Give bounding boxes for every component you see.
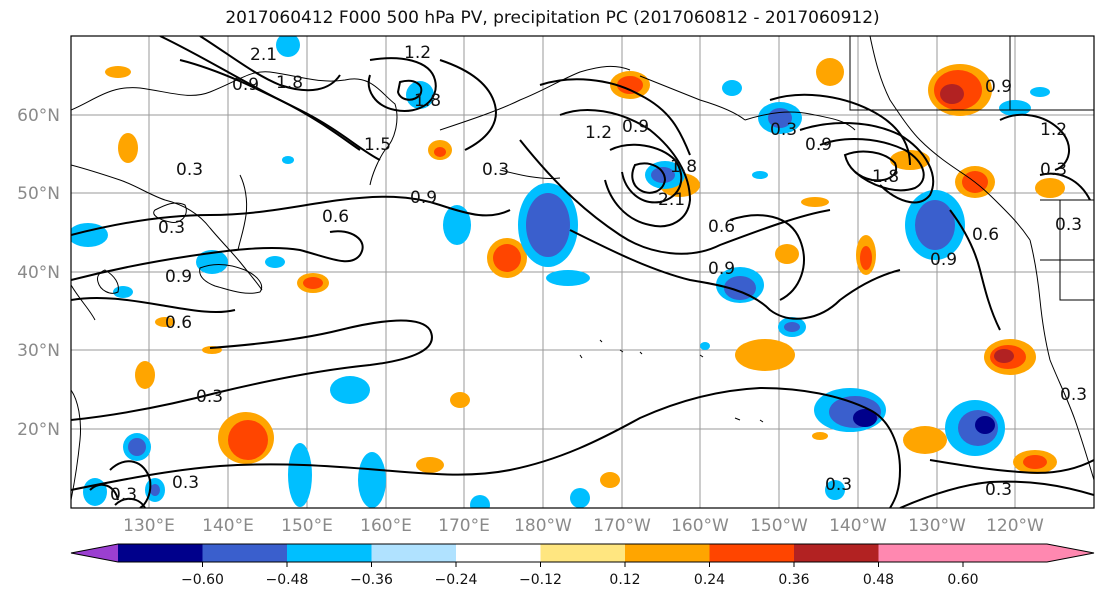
contour-label-0.9: 0.9 [805,135,832,155]
contour-label-0.9: 0.9 [622,117,649,137]
contour-label-0.3: 0.3 [985,480,1012,500]
contour-label-0.3: 0.3 [770,120,797,140]
colorbar-tick-label: 0.48 [863,572,894,588]
contour-label-1.8: 1.8 [414,91,441,111]
contour-label-0.9: 0.9 [410,188,437,208]
contour-label-0.3: 0.3 [1040,160,1067,180]
colorbar-outline [70,543,1095,563]
colorbar-tick-label: 0.24 [694,572,725,588]
lon-label: 140°E [202,516,254,536]
colorbar-tick-label: 0.36 [778,572,809,588]
lon-label: 150°W [750,516,808,536]
contour-label-1.2: 1.2 [585,123,612,143]
contour-label-0.6: 0.6 [322,207,349,227]
lon-label: 160°W [671,516,729,536]
colorbar-tick-label: −0.48 [266,572,309,588]
lat-label-20n: 20°N [17,420,60,440]
lon-label: 120°W [986,516,1044,536]
contour-label-2.1: 2.1 [250,45,277,65]
contour-label-0.3: 0.3 [1055,215,1082,235]
contour-label-0.3: 0.3 [1060,385,1087,405]
contour-label-0.3: 0.3 [196,387,223,407]
colorbar-tick-labels: −0.60 −0.48 −0.36 −0.24 −0.12 0.12 0.24 … [181,572,979,588]
lon-label: 170°W [593,516,651,536]
lat-label-60n: 60°N [17,106,60,126]
pv-contours [71,36,1094,508]
contour-label-0.3: 0.3 [482,160,509,180]
lat-label-30n: 30°N [17,341,60,361]
colorbar-segment [371,544,456,562]
contour-label-0.6: 0.6 [708,217,735,237]
lon-label: 170°E [438,516,490,536]
colorbar-tick-label: −0.60 [181,572,224,588]
colorbar-segment [287,544,372,562]
map-frame [70,35,1095,509]
lon-label: 130°W [908,516,966,536]
colorbar: −0.60 −0.48 −0.36 −0.24 −0.12 0.12 0.24 … [70,543,1095,588]
colorbar-tick-label: −0.12 [519,572,562,588]
contour-label-0.3: 0.3 [110,485,137,505]
contour-label-1.8: 1.8 [276,73,303,93]
contour-label-0.6: 0.6 [165,313,192,333]
contour-label-0.9: 0.9 [165,267,192,287]
contour-label-1.8: 1.8 [872,167,899,187]
contour-label-0.3: 0.3 [825,475,852,495]
contour-label-1.2: 1.2 [404,43,431,63]
lon-label: 180°W [514,516,572,536]
colorbar-segment [456,544,541,562]
colorbar-tick-label: 0.60 [947,572,978,588]
colorbar-segment [118,544,203,562]
lon-label: 160°E [360,516,412,536]
map-gridlines [71,36,1094,508]
lat-label-50n: 50°N [17,184,60,204]
contour-label-0.6: 0.6 [972,225,999,245]
colorbar-ticks [202,562,964,567]
contour-label-0.9: 0.9 [930,250,957,270]
contour-label-1.2: 1.2 [1040,120,1067,140]
colorbar-segment [625,544,710,562]
latitude-labels: 60°N 50°N 40°N 30°N 20°N [17,106,60,440]
colorbar-tick-label: −0.24 [435,572,478,588]
longitude-labels: 130°E 140°E 150°E 160°E 170°E 180°W 170°… [123,516,1044,536]
contour-label-1.5: 1.5 [364,135,391,155]
contour-label-0.9: 0.9 [985,77,1012,97]
lon-label: 140°W [829,516,887,536]
precip-negative-regions [71,36,1050,508]
colorbar-extend-max [963,544,1094,562]
contour-labels: 0.3 0.3 0.6 0.9 0.9 0.6 0.3 0.3 0.3 0.9 … [110,43,1087,505]
map-title: 2017060412 F000 500 hPa PV, precipitatio… [225,8,880,28]
colorbar-extend-min [71,544,118,562]
colorbar-tick-label: −0.36 [350,572,393,588]
contour-label-0.3: 0.3 [172,473,199,493]
contour-label-0.3: 0.3 [176,160,203,180]
colorbar-segment [878,544,963,562]
lon-label: 130°E [123,516,175,536]
lon-label: 150°E [281,516,333,536]
contour-label-1.8: 1.8 [670,157,697,177]
colorbar-tick-label: 0.12 [609,572,640,588]
lat-label-40n: 40°N [17,263,60,283]
colorbar-segment [709,544,794,562]
colorbar-segment [540,544,625,562]
contour-label-2.1: 2.1 [658,190,685,210]
contour-label-0.3: 0.3 [158,218,185,238]
contour-label-0.9: 0.9 [232,75,259,95]
colorbar-segment [794,544,879,562]
colorbar-segment [202,544,287,562]
contour-label-0.9: 0.9 [708,259,735,279]
